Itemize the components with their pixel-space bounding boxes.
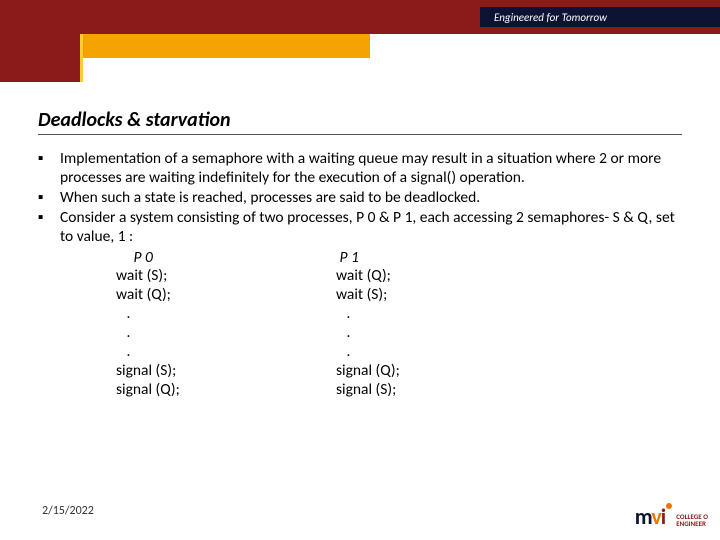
footer-logo: mvi COLLEGE OENGINEER [635,503,708,530]
page-title: Deadlocks & starvation [38,108,231,132]
logo-mark: mvi [635,503,672,530]
code-line: . [336,343,556,362]
bullet-marker: ▪ [38,189,60,208]
corner-block [0,34,80,82]
code-line: . [116,305,336,324]
code-line: signal (Q); [116,381,336,400]
code-line: . [116,343,336,362]
code-line: signal (Q); [336,362,556,381]
tagline-text: Engineered for Tomorrow [494,11,607,24]
bullet-text: When such a state is reached, processes … [60,189,682,208]
bullet-text: Implementation of a semaphore with a wai… [60,150,682,188]
header-band: Engineered for Tomorrow [0,0,720,34]
code-line: . [336,305,556,324]
bullet-item: ▪ Implementation of a semaphore with a w… [38,150,682,188]
tagline-container: Engineered for Tomorrow [480,0,720,34]
code-line: . [116,324,336,343]
bullet-marker: ▪ [38,150,60,188]
tagline-bar: Engineered for Tomorrow [480,7,720,27]
column-head: P 1 [336,249,556,268]
code-line: wait (S); [116,267,336,286]
column-p0: P 0 wait (S); wait (Q); . . . signal (S)… [116,249,336,400]
code-line: wait (Q); [336,267,556,286]
column-p1: P 1 wait (Q); wait (S); . . . signal (Q)… [336,249,556,400]
code-line: signal (S); [336,381,556,400]
bullet-text: Consider a system consisting of two proc… [60,209,682,247]
code-line: wait (Q); [116,286,336,305]
logo-text: COLLEGE OENGINEER [676,513,708,527]
code-line: signal (S); [116,362,336,381]
code-line: wait (S); [336,286,556,305]
body-content: ▪ Implementation of a semaphore with a w… [38,150,682,400]
footer-date: 2/15/2022 [42,504,94,518]
process-columns: P 0 wait (S); wait (Q); . . . signal (S)… [116,249,682,400]
bullet-marker: ▪ [38,209,60,247]
bullet-item: ▪ Consider a system consisting of two pr… [38,209,682,247]
bullet-item: ▪ When such a state is reached, processe… [38,189,682,208]
code-line: . [336,324,556,343]
title-underline [38,134,682,135]
column-head: P 0 [116,249,336,268]
